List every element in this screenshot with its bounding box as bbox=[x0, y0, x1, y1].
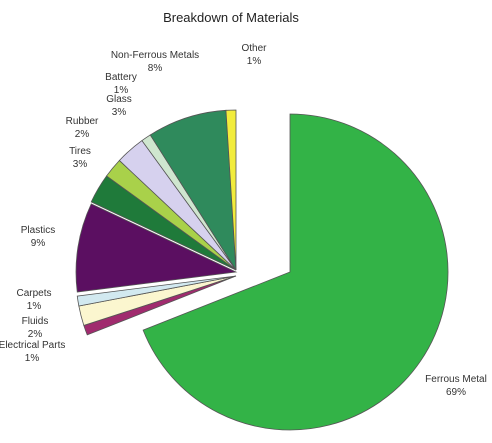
slice-label-other: Other bbox=[241, 43, 267, 54]
slice-label-tires: Tires bbox=[69, 146, 91, 157]
slice-percent-fluids: 2% bbox=[28, 329, 43, 340]
chart-title: Breakdown of Materials bbox=[163, 10, 299, 25]
slice-percent-plastics: 9% bbox=[31, 238, 46, 249]
pie-slice-plastics bbox=[75, 203, 238, 293]
slices-group bbox=[75, 109, 449, 431]
slice-percent-rubber: 2% bbox=[75, 129, 90, 140]
slice-label-non-ferrous-metals: Non-Ferrous Metals bbox=[111, 50, 199, 61]
pie-slice-other bbox=[225, 109, 237, 271]
slice-label-glass: Glass bbox=[106, 94, 132, 105]
slice-percent-carpets: 1% bbox=[27, 301, 42, 312]
slice-label-electrical-parts: Electrical Parts bbox=[0, 340, 65, 351]
slice-label-plastics: Plastics bbox=[21, 225, 55, 236]
labels-group: Ferrous Metal 69% Electrical Parts 1% Fluids… bbox=[0, 43, 487, 398]
slice-label-carpets: Carpets bbox=[16, 288, 51, 299]
slice-label-battery: Battery bbox=[105, 72, 137, 83]
slice-percent-battery: 1% bbox=[114, 85, 129, 96]
pie-slice-carpets bbox=[76, 275, 237, 307]
slice-label-ferrous-metal: Ferrous Metal bbox=[425, 374, 487, 385]
slice-percent-electrical-parts: 1% bbox=[25, 353, 40, 364]
slice-percent-ferrous-metal: 69% bbox=[446, 387, 466, 398]
slice-percent-tires: 3% bbox=[73, 159, 88, 170]
slice-label-fluids: Fluids bbox=[22, 316, 49, 327]
pie-slice-ferrous-metal bbox=[142, 113, 449, 431]
slice-percent-glass: 3% bbox=[112, 107, 127, 118]
slice-percent-non-ferrous-metals: 8% bbox=[148, 63, 163, 74]
slice-label-rubber: Rubber bbox=[66, 116, 99, 127]
slice-percent-other: 1% bbox=[247, 56, 262, 67]
